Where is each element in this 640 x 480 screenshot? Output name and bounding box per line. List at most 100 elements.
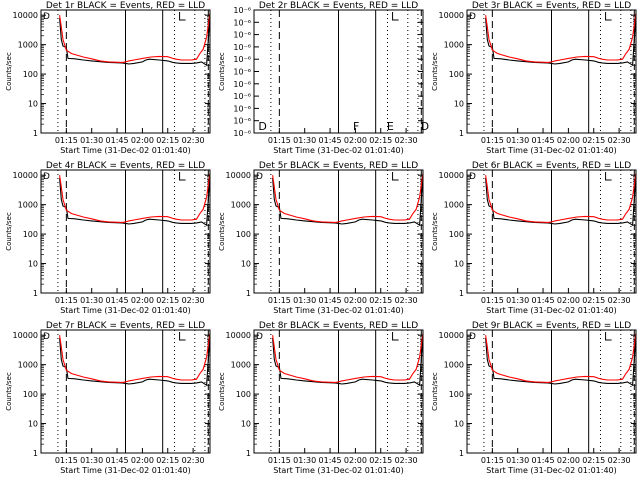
panel-annotation: D: [258, 120, 266, 133]
y-tick-label: 10: [241, 420, 251, 429]
y-tick-label: 1000: [18, 41, 38, 50]
x-tick-label: 01:45: [106, 456, 129, 465]
plot-frame: [466, 329, 637, 454]
y-axis-label: Counts/sec: [431, 52, 439, 91]
x-axis-label: Start Time (31-Dec-02 01:01:40): [273, 306, 404, 315]
series-line-events: [485, 173, 637, 227]
y-tick-label: 1: [33, 289, 38, 298]
x-tick-label: 02:00: [557, 456, 580, 465]
detector-panel-2: Det 2r BLACK = Events, RED = LLD 10⁻⁶ 10⁻⁶…: [218, 1, 429, 155]
x-tick-label: 01:45: [106, 296, 129, 305]
plot-frame: [40, 9, 211, 134]
series-line-events: [485, 333, 637, 387]
panel-title: Det 5r BLACK = Events, RED = LLD: [259, 161, 418, 171]
series-line-events: [272, 333, 424, 387]
x-axis-label: Start Time (31-Dec-02 01:01:40): [486, 466, 617, 475]
y-tick-label: 100: [23, 230, 38, 239]
panel-title: Det 9r BLACK = Events, RED = LLD: [472, 321, 631, 331]
x-tick-label: 02:00: [131, 456, 154, 465]
corner-label: D: [43, 12, 50, 22]
x-tick-label: 02:30: [608, 456, 631, 465]
y-tick-label: 1000: [231, 361, 251, 370]
y-tick-label: 10⁻⁶: [233, 129, 251, 138]
x-tick-label: 01:30: [506, 136, 529, 145]
x-tick-label: 02:00: [557, 136, 580, 145]
y-tick-label: 10⁻⁶: [233, 55, 251, 64]
x-axis-label: Start Time (31-Dec-02 01:01:40): [60, 466, 191, 475]
detector-panel-1: Det 1r BLACK = Events, RED = LLD 1 10 100 10…: [5, 1, 211, 155]
interval-bracket: [605, 12, 612, 21]
y-tick-label: 10: [241, 260, 251, 269]
detector-panel-9: Det 9r BLACK = Events, RED = LLD 1 10 100 10…: [431, 321, 637, 475]
corner-label: D: [469, 12, 476, 22]
x-tick-label: 02:00: [131, 136, 154, 145]
x-tick-label: 02:00: [557, 296, 580, 305]
x-tick-label: 01:30: [506, 456, 529, 465]
interval-bracket: [392, 332, 399, 341]
y-tick-label: 10000: [439, 11, 464, 20]
x-tick-label: 01:15: [55, 136, 78, 145]
y-axis-label: Counts/sec: [218, 52, 226, 91]
plot-frame: [40, 329, 211, 454]
plot-frame: [253, 169, 424, 294]
y-tick-label: 10: [454, 260, 464, 269]
interval-bracket: [392, 172, 399, 181]
x-tick-label: 01:30: [293, 456, 316, 465]
interval-bracket: [605, 172, 612, 181]
x-tick-label: 02:30: [395, 136, 418, 145]
y-tick-label: 10000: [226, 171, 251, 180]
corner-label: D: [256, 172, 263, 182]
x-tick-label: 01:15: [481, 456, 504, 465]
y-tick-label: 10⁻⁶: [233, 80, 251, 89]
x-axis-label: Start Time (31-Dec-02 01:01:40): [60, 146, 191, 155]
x-tick-label: 02:15: [156, 136, 179, 145]
x-tick-label: 02:00: [131, 296, 154, 305]
x-tick-label: 01:15: [268, 456, 291, 465]
y-tick-label: 10000: [226, 331, 251, 340]
y-tick-label: 100: [236, 230, 251, 239]
y-tick-label: 1000: [18, 361, 38, 370]
y-tick-label: 10⁻⁶: [233, 18, 251, 27]
corner-label: D: [256, 332, 263, 342]
panel-title: Det 3r BLACK = Events, RED = LLD: [472, 1, 631, 11]
panel-annotation: F: [353, 120, 359, 133]
y-tick-label: 10⁻⁶: [233, 68, 251, 77]
panel-annotation: D: [421, 120, 429, 133]
x-tick-label: 02:15: [156, 456, 179, 465]
x-tick-label: 01:45: [532, 136, 555, 145]
series-line-lld: [272, 172, 424, 223]
x-tick-label: 01:15: [268, 296, 291, 305]
y-tick-label: 10⁻⁶: [233, 6, 251, 15]
panel-title: Det 7r BLACK = Events, RED = LLD: [46, 321, 205, 331]
y-tick-label: 10⁻⁶: [233, 104, 251, 113]
y-tick-label: 1000: [444, 41, 464, 50]
y-tick-label: 1000: [444, 361, 464, 370]
x-tick-label: 01:45: [319, 296, 342, 305]
plot-frame: [466, 9, 637, 134]
y-tick-label: 10000: [13, 11, 38, 20]
y-tick-label: 10⁻⁶: [233, 31, 251, 40]
x-axis-label: Start Time (31-Dec-02 01:01:40): [60, 306, 191, 315]
series-line-events: [59, 333, 211, 387]
x-tick-label: 02:15: [582, 296, 605, 305]
x-axis-label: Start Time (31-Dec-02 01:01:40): [273, 146, 404, 155]
detector-panel-4: Det 4r BLACK = Events, RED = LLD 1 10 100 10…: [5, 161, 211, 315]
detector-panel-8: Det 8r BLACK = Events, RED = LLD 1 10 100 10…: [218, 321, 424, 475]
x-tick-label: 01:45: [319, 136, 342, 145]
plot-frame: [253, 329, 424, 454]
x-tick-label: 01:30: [293, 296, 316, 305]
series-line-events: [59, 13, 211, 67]
corner-label: D: [469, 332, 476, 342]
x-tick-label: 02:30: [182, 456, 205, 465]
y-tick-label: 10⁻⁶: [233, 43, 251, 52]
corner-label: D: [43, 332, 50, 342]
series-line-lld: [59, 172, 211, 223]
interval-bracket: [179, 12, 186, 21]
y-tick-label: 10⁻⁶: [233, 92, 251, 101]
x-tick-label: 01:30: [80, 136, 103, 145]
series-line-lld: [485, 12, 637, 63]
y-tick-label: 10: [28, 420, 38, 429]
x-tick-label: 02:30: [395, 456, 418, 465]
y-tick-label: 100: [23, 70, 38, 79]
x-tick-label: 01:30: [80, 296, 103, 305]
